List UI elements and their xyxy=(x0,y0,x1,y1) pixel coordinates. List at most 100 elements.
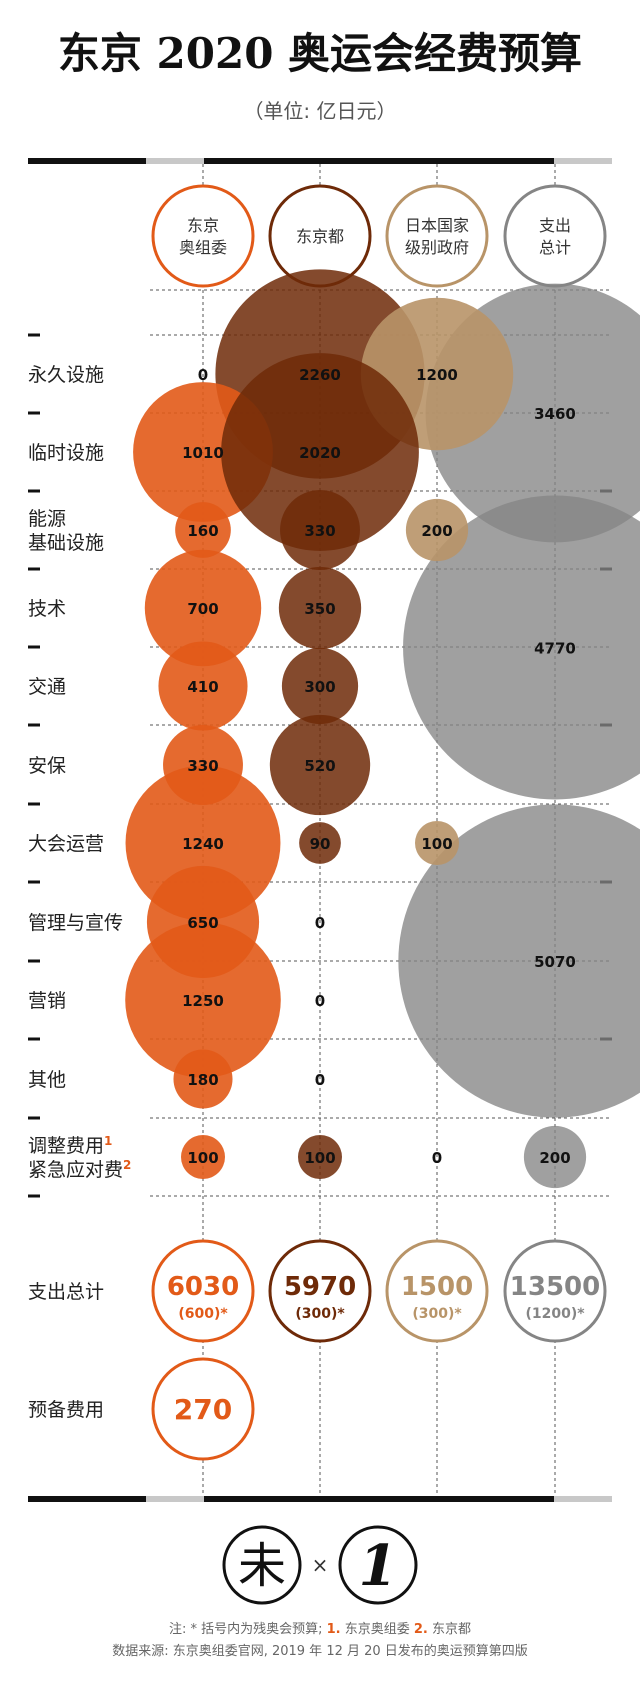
bubble-total-value: 5070 xyxy=(534,953,576,971)
row-label-text: 大会运营 xyxy=(28,833,104,855)
bubble-value-tokyo_metro: 2020 xyxy=(299,444,341,462)
bubble-tokyo_metro xyxy=(269,714,371,816)
totals-row-label: 支出总计 xyxy=(28,1281,104,1303)
row-label-text: 营销 xyxy=(28,990,66,1012)
row-label: 能源 xyxy=(28,508,66,530)
total-paralympic-value: (600)* xyxy=(178,1306,228,1322)
unit-label: （单位: 亿日元） xyxy=(243,99,396,123)
total-paralympic-value: (1200)* xyxy=(525,1306,585,1322)
row-label-text: 紧急应对费 xyxy=(28,1159,123,1181)
top-bar-seg xyxy=(204,158,554,164)
bubble-tokyo_org xyxy=(175,502,231,558)
chart-title: 东京 2020 奥运会经费预算 xyxy=(58,29,582,78)
column-header-label: 总计 xyxy=(539,238,571,257)
footnote: 注: * 括号内为残奥会预算; 1. 东京奥组委 2. 东京都 xyxy=(169,1621,471,1637)
bubble-value-tokyo_org: 1010 xyxy=(182,444,224,462)
total-value: 5970 xyxy=(284,1272,356,1302)
brand-logo-1-text: 未 xyxy=(238,1538,286,1594)
row-label: 大会运营 xyxy=(28,833,104,855)
bubble-national xyxy=(415,821,459,865)
bubble-value-tokyo_metro: 520 xyxy=(304,757,335,775)
top-rule-bars xyxy=(28,158,612,1502)
row-label-footnote-mark: 2 xyxy=(123,1158,131,1172)
bottom-bar-seg xyxy=(554,1496,612,1502)
bubble-total xyxy=(523,1125,587,1189)
bubble-tokyo_org xyxy=(181,1135,225,1179)
row-label: 管理与宣传 xyxy=(28,912,123,934)
row-label: 永久设施 xyxy=(28,364,104,386)
times-sign: × xyxy=(312,1553,329,1577)
row-label-footnote-mark: 1 xyxy=(104,1134,112,1148)
bubble-value-tokyo_org: 700 xyxy=(187,600,218,618)
bubble-total-value: 3460 xyxy=(534,405,576,423)
bubble-tokyo_org xyxy=(125,922,281,1078)
row-label: 安保 xyxy=(28,755,66,777)
total-paralympic-value: (300)* xyxy=(412,1306,462,1322)
bubble-value-tokyo_org: 180 xyxy=(187,1071,218,1089)
bubble-value-national: 200 xyxy=(421,522,452,540)
bubble-tokyo_metro xyxy=(280,490,360,570)
column-header-label: 日本国家 xyxy=(405,216,469,235)
column-header-label: 支出 xyxy=(539,216,571,235)
bubble-value-national: 0 xyxy=(432,1149,442,1167)
row-label-text: 技术 xyxy=(28,598,66,620)
bubble-value-tokyo_org: 100 xyxy=(187,1149,218,1167)
bubble-tokyo_org xyxy=(173,1049,233,1109)
brand-logo-2: 1 xyxy=(338,1525,418,1605)
bubble-value-tokyo_org: 160 xyxy=(187,522,218,540)
row-label-text: 其他 xyxy=(28,1069,66,1091)
total-paralympic-value: (300)* xyxy=(295,1306,345,1322)
bubble-value-national: 100 xyxy=(421,835,452,853)
total-circle xyxy=(151,1239,255,1343)
bubble-value-tokyo_org: 0 xyxy=(198,366,208,384)
row-labels: 永久设施临时设施能源基础设施技术交通安保大会运营管理与宣传营销其他调整费用1紧急… xyxy=(28,364,131,1181)
bubble-value-tokyo_metro: 100 xyxy=(304,1149,335,1167)
bubble-value-tokyo_metro: 0 xyxy=(315,992,325,1010)
bubble-value-tokyo_org: 410 xyxy=(187,678,218,696)
bubble-total xyxy=(398,804,640,1118)
bubble-tokyo_org xyxy=(144,549,262,667)
bubble-value-tokyo_org: 330 xyxy=(187,757,218,775)
bubble-tokyo_metro xyxy=(278,566,362,650)
total-value: 1500 xyxy=(401,1272,473,1302)
column-header-label: 东京都 xyxy=(296,227,344,246)
bubble-value-tokyo_metro: 0 xyxy=(315,914,325,932)
bubble-total-value: 4770 xyxy=(534,640,576,658)
bubble-value-tokyo_metro: 0 xyxy=(315,1071,325,1089)
row-label: 基础设施 xyxy=(28,532,104,554)
total-circle xyxy=(503,1239,607,1343)
bubble-national xyxy=(405,498,469,562)
row-label-text: 安保 xyxy=(28,755,66,777)
bubble-value-tokyo_metro: 90 xyxy=(310,835,331,853)
bubble-tokyo_metro xyxy=(299,822,341,864)
bubble-value-tokyo_metro: 330 xyxy=(304,522,335,540)
top-bar-seg xyxy=(554,158,612,164)
footer: 未 × 1 注: * 括号内为残奥会预算; 1. 东京奥组委 2. 东京都 数据… xyxy=(112,1525,528,1659)
total-circle xyxy=(268,1239,372,1343)
bubble-total xyxy=(403,495,640,800)
total-circle xyxy=(385,1239,489,1343)
bubble-value-tokyo_metro: 300 xyxy=(304,678,335,696)
bubble-value-tokyo_org: 1250 xyxy=(182,992,224,1010)
row-label: 技术 xyxy=(28,598,66,620)
column-header-label: 奥组委 xyxy=(179,238,227,257)
bubble-value-tokyo_org: 1240 xyxy=(182,835,224,853)
bubble-tokyo_org xyxy=(158,641,248,731)
bubble-value-tokyo_metro: 2260 xyxy=(299,366,341,384)
row-label: 交通 xyxy=(28,676,66,698)
bubble-total-value: 200 xyxy=(539,1149,570,1167)
bubble-value-tokyo_org: 650 xyxy=(187,914,218,932)
total-value: 13500 xyxy=(510,1272,600,1302)
reserve-circle xyxy=(151,1357,255,1461)
brand-logo-1: 未 xyxy=(222,1525,302,1605)
column-header-label: 东京 xyxy=(187,216,219,235)
row-label: 紧急应对费2 xyxy=(28,1158,131,1181)
top-bar-seg xyxy=(146,158,204,164)
total-value: 6030 xyxy=(167,1272,239,1302)
row-label: 临时设施 xyxy=(28,442,104,464)
bottom-bar-seg xyxy=(204,1496,554,1502)
row-label-text: 永久设施 xyxy=(28,364,104,386)
data-source: 数据来源: 东京奥组委官网, 2019 年 12 月 20 日发布的奥运预算第四… xyxy=(112,1643,528,1659)
row-label-text: 临时设施 xyxy=(28,442,104,464)
